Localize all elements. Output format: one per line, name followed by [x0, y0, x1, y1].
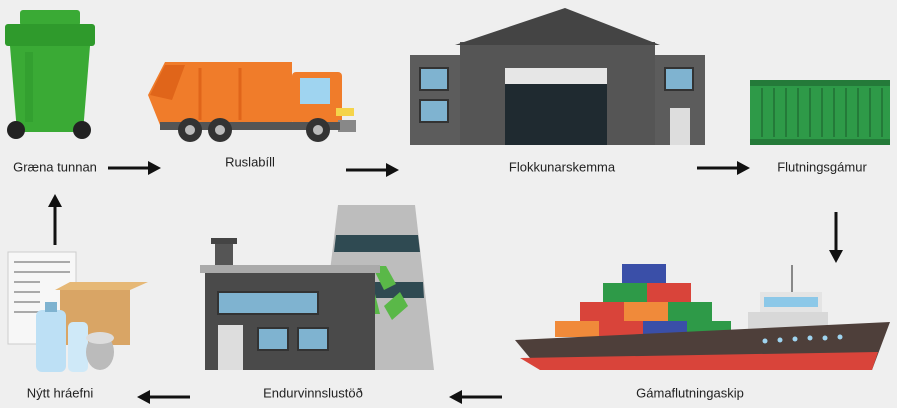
recycling-diagram: Græna tunnan Ruslabíll Flokkunarskemma F…	[0, 0, 897, 408]
node-label: Flokkunarskemma	[509, 159, 616, 174]
node-label: Ruslabíll	[225, 154, 275, 169]
shipping-container-icon	[750, 80, 890, 145]
garbage-truck-icon	[148, 62, 356, 142]
node-label: Nýtt hráefni	[27, 385, 94, 400]
node-label: Græna tunnan	[13, 159, 97, 174]
node-label: Flutningsgámur	[777, 159, 867, 174]
node-label: Gámaflutningaskip	[636, 385, 744, 400]
node-label: Endurvinnslustöð	[263, 385, 363, 400]
green-bin-icon	[5, 10, 95, 139]
